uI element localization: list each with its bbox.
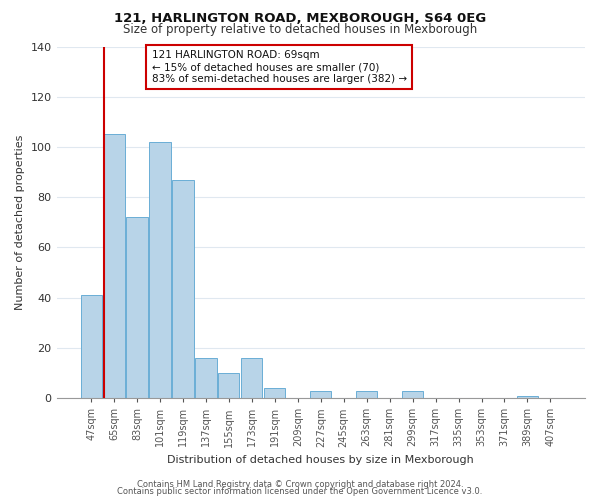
Text: Contains HM Land Registry data © Crown copyright and database right 2024.: Contains HM Land Registry data © Crown c…: [137, 480, 463, 489]
Bar: [517, 396, 538, 398]
Bar: [218, 373, 239, 398]
Text: 121 HARLINGTON ROAD: 69sqm
← 15% of detached houses are smaller (70)
83% of semi: 121 HARLINGTON ROAD: 69sqm ← 15% of deta…: [152, 50, 407, 84]
Bar: [264, 388, 286, 398]
Bar: [104, 134, 125, 398]
Bar: [241, 358, 262, 398]
Text: Size of property relative to detached houses in Mexborough: Size of property relative to detached ho…: [123, 22, 477, 36]
X-axis label: Distribution of detached houses by size in Mexborough: Distribution of detached houses by size …: [167, 455, 474, 465]
Bar: [310, 390, 331, 398]
Bar: [80, 295, 101, 398]
Text: 121, HARLINGTON ROAD, MEXBOROUGH, S64 0EG: 121, HARLINGTON ROAD, MEXBOROUGH, S64 0E…: [114, 12, 486, 26]
Text: Contains public sector information licensed under the Open Government Licence v3: Contains public sector information licen…: [118, 487, 482, 496]
Bar: [402, 390, 423, 398]
Y-axis label: Number of detached properties: Number of detached properties: [15, 134, 25, 310]
Bar: [356, 390, 377, 398]
Bar: [149, 142, 170, 398]
Bar: [196, 358, 217, 398]
Bar: [172, 180, 194, 398]
Bar: [127, 218, 148, 398]
